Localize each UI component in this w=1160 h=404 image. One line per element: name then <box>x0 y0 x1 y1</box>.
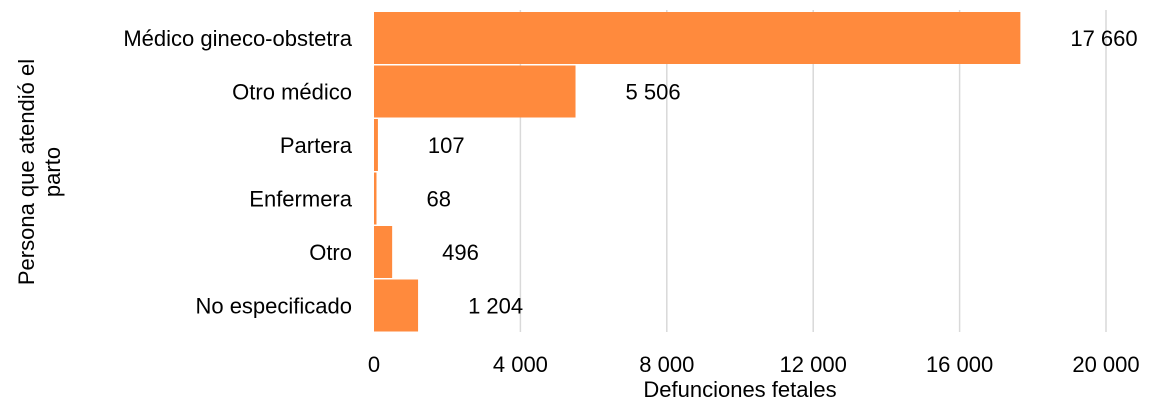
x-tick-label: 8 000 <box>639 352 694 377</box>
bar <box>374 279 419 332</box>
x-tick-label: 16 000 <box>926 352 993 377</box>
bar <box>374 65 576 118</box>
data-label: 1 204 <box>468 294 523 319</box>
bar <box>374 12 1021 64</box>
x-tick-label: 0 <box>368 352 380 377</box>
data-label: 107 <box>428 133 465 158</box>
data-label: 5 506 <box>626 80 681 105</box>
data-label: 68 <box>426 187 450 212</box>
data-labels: 17 660 5 506 107 68 496 1 204 <box>426 26 1137 319</box>
category-label: No especificado <box>195 294 352 319</box>
bar <box>374 119 378 171</box>
category-labels: Médico gineco-obstetra Otro médico Partera… <box>123 26 352 319</box>
y-axis-title: Persona que atendió elparto <box>14 59 65 285</box>
x-tick-label: 20 000 <box>1072 352 1139 377</box>
category-label: Partera <box>280 133 353 158</box>
data-label: 496 <box>442 240 479 265</box>
category-label: Enfermera <box>249 187 352 212</box>
bars <box>374 12 1021 332</box>
category-label: Médico gineco-obstetra <box>123 26 352 51</box>
x-tick-label: 12 000 <box>780 352 847 377</box>
x-axis-title: Defunciones fetales <box>643 377 836 402</box>
bar <box>374 172 377 225</box>
data-label: 17 660 <box>1070 26 1137 51</box>
category-label: Otro médico <box>232 80 352 105</box>
category-label: Otro <box>309 240 352 265</box>
x-tick-label: 4 000 <box>493 352 548 377</box>
bar <box>374 226 393 278</box>
x-tick-labels: 0 4 000 8 000 12 000 16 000 20 000 <box>368 352 1140 377</box>
